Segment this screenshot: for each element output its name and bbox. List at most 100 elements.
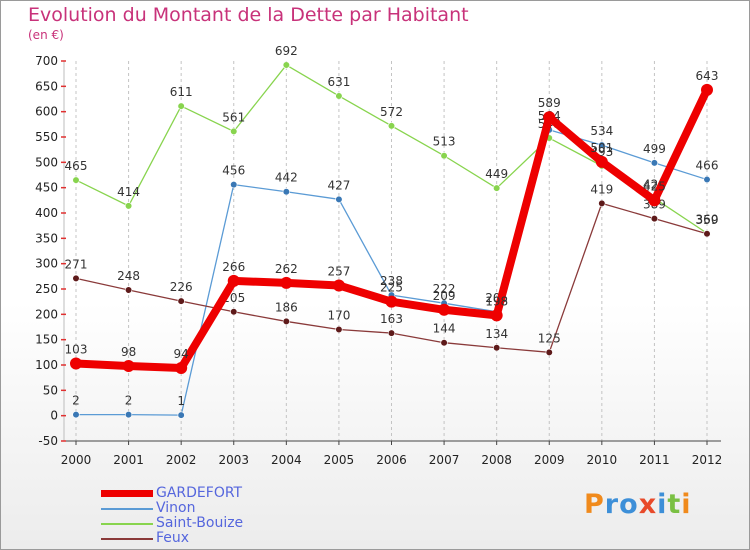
data-label-gardefort: 266 [222, 260, 245, 274]
data-label-saint-bouize: 631 [327, 75, 350, 89]
point-feux [650, 214, 659, 223]
data-label-vinon: 222 [433, 282, 456, 296]
point-vinon [230, 181, 238, 189]
x-tick-label: 2005 [324, 453, 355, 467]
data-label-saint-bouize: 692 [275, 44, 298, 58]
data-label-feux: 226 [170, 280, 193, 294]
y-tick-label: 50 [43, 383, 58, 397]
point-feux [440, 339, 448, 347]
point-vinon [335, 195, 343, 203]
logo-letter: x [638, 489, 658, 520]
chart-title: Evolution du Montant de la Dette par Hab… [28, 4, 469, 26]
legend-label-vinon: Vinon [156, 500, 196, 516]
data-label-vinon: 499 [643, 142, 666, 156]
data-label-feux: 170 [327, 309, 350, 323]
point-gardefort [122, 360, 135, 373]
point-feux [598, 199, 606, 207]
y-tick-label: 550 [35, 130, 58, 144]
x-tick-label: 2006 [376, 453, 407, 467]
data-label-gardefort: 643 [696, 69, 719, 83]
data-label-feux: 359 [696, 213, 719, 227]
x-tick-label: 2008 [481, 453, 512, 467]
point-saint-bouize [493, 184, 501, 192]
data-label-gardefort: 98 [121, 345, 136, 359]
legend-label-gardefort: GARDEFORT [156, 485, 243, 501]
logo-letter: i [657, 489, 668, 520]
point-vinon [177, 411, 185, 419]
data-label-saint-bouize: 449 [485, 167, 508, 181]
data-label-feux: 134 [485, 327, 508, 341]
data-label-gardefort: 225 [380, 281, 403, 295]
data-label-vinon: 2 [72, 394, 80, 408]
x-tick-label: 2011 [639, 453, 670, 467]
y-tick-label: 450 [35, 181, 58, 195]
point-gardefort [385, 295, 398, 308]
y-tick-label: 150 [35, 333, 58, 347]
data-label-saint-bouize: 561 [222, 110, 245, 124]
data-label-vinon: 2 [125, 394, 133, 408]
y-tick-label: 200 [35, 307, 58, 321]
point-gardefort [543, 111, 556, 124]
point-gardefort [648, 194, 661, 207]
data-label-vinon: 442 [275, 171, 298, 185]
point-gardefort [332, 279, 345, 292]
data-label-gardefort: 262 [275, 262, 298, 276]
data-label-feux: 125 [538, 331, 561, 345]
data-label-gardefort: 94 [174, 347, 189, 361]
point-vinon [72, 411, 80, 419]
logo-letter: r [604, 489, 620, 520]
data-label-gardefort: 257 [327, 264, 350, 278]
data-label-vinon: 238 [380, 274, 403, 288]
legend-label-feux: Feux [156, 530, 190, 546]
data-label-gardefort: 209 [433, 289, 456, 303]
data-label-feux: 163 [380, 312, 403, 326]
x-tick-label: 2002 [166, 453, 197, 467]
point-vinon [650, 159, 659, 167]
data-label-vinon: 456 [222, 164, 245, 178]
x-tick-label: 2009 [534, 453, 565, 467]
data-label-gardefort: 501 [590, 141, 613, 155]
point-gardefort [227, 274, 240, 287]
point-saint-bouize [282, 61, 290, 69]
x-tick-label: 2003 [218, 453, 249, 467]
data-label-vinon: 1 [177, 394, 185, 408]
point-feux [703, 230, 711, 238]
point-saint-bouize [387, 122, 396, 130]
legend-swatch-saint-bouize [101, 523, 153, 525]
point-feux [124, 286, 133, 294]
data-label-gardefort: 425 [643, 179, 666, 193]
logo-letter: o [619, 489, 639, 520]
x-tick-label: 2004 [271, 453, 302, 467]
point-saint-bouize [72, 176, 80, 184]
point-gardefort [280, 276, 293, 289]
logo-letter: t [667, 489, 682, 520]
data-label-vinon: 427 [327, 178, 350, 192]
data-label-saint-bouize: 513 [433, 135, 456, 149]
chart-unit: (en €) [28, 28, 64, 42]
data-label-saint-bouize: 465 [65, 159, 88, 173]
point-feux [177, 297, 185, 305]
x-tick-label: 2010 [587, 453, 618, 467]
data-label-feux: 271 [65, 257, 88, 271]
point-gardefort [490, 309, 503, 322]
point-gardefort [701, 83, 713, 96]
y-tick-label: -50 [38, 434, 58, 448]
x-tick-label: 2001 [113, 453, 144, 467]
data-label-saint-bouize: 360 [696, 212, 719, 226]
data-label-feux: 144 [433, 322, 456, 336]
y-tick-label: 350 [35, 231, 58, 245]
proxiti-logo: Proxiti [584, 489, 692, 520]
point-feux [335, 325, 343, 334]
x-tick-label: 2012 [692, 453, 723, 467]
legend-swatch-gardefort [101, 490, 153, 497]
data-label-gardefort: 103 [65, 342, 88, 356]
x-tick-label: 2000 [61, 453, 92, 467]
point-feux [545, 348, 553, 356]
y-tick-label: 0 [50, 409, 58, 423]
legend-swatch-feux [101, 538, 153, 540]
data-label-feux: 419 [590, 182, 613, 196]
data-label-saint-bouize: 572 [380, 105, 403, 119]
y-tick-label: 300 [35, 257, 58, 271]
